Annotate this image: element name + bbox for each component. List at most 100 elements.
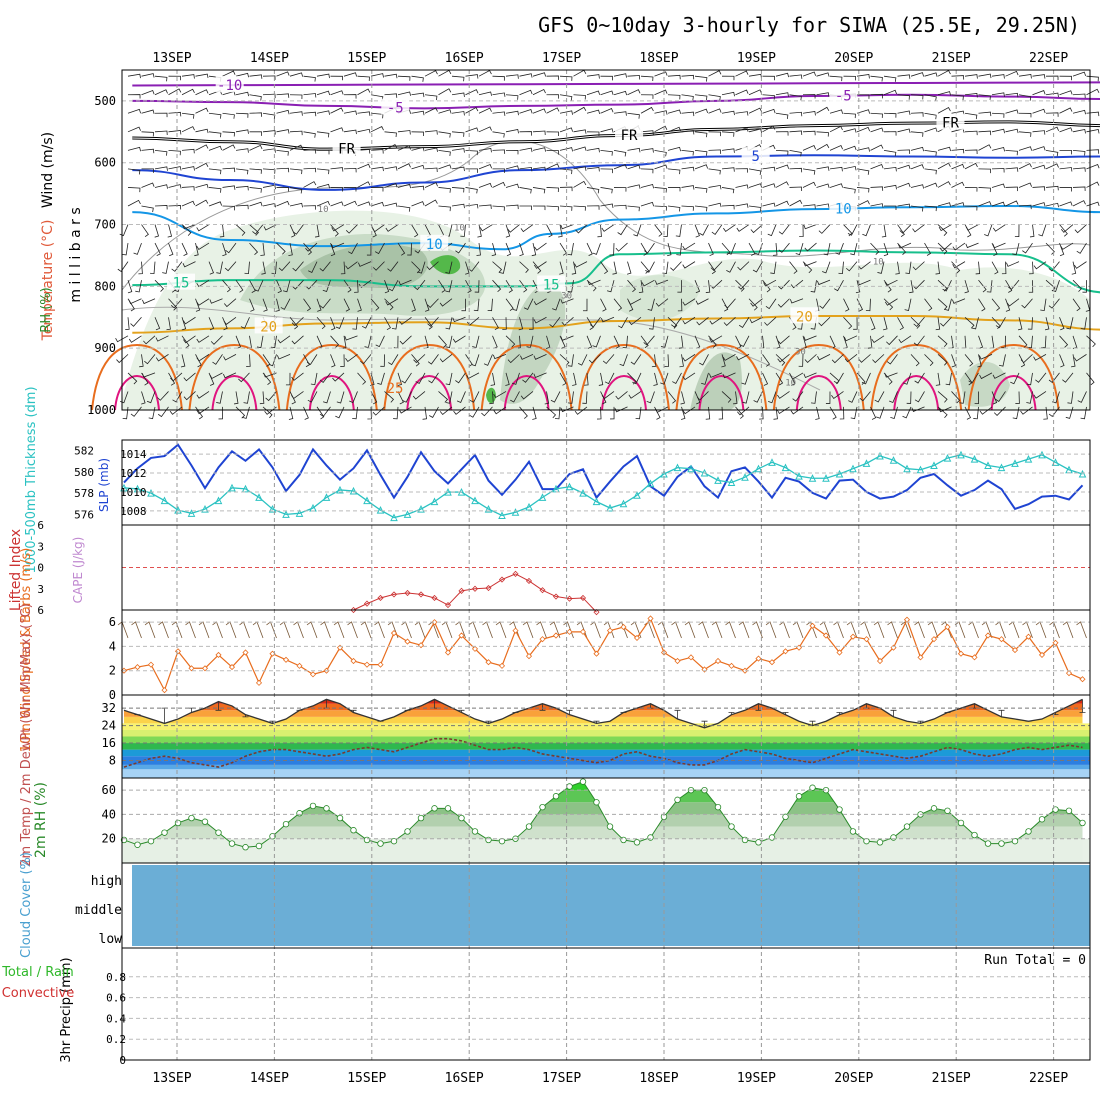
wind-barb [861, 372, 871, 385]
rh-point [458, 814, 465, 822]
wind-barb [357, 75, 370, 81]
surface-wind-barb [779, 621, 790, 639]
wind-barb [384, 73, 398, 79]
wind-barb [897, 224, 905, 238]
thickness-point [727, 478, 736, 486]
wind-barb [586, 147, 600, 153]
lifted-index-point [579, 594, 587, 602]
wind-barb [586, 131, 600, 136]
wind-barb [154, 205, 168, 210]
wind-barb [790, 372, 804, 380]
temp-minmax-marker [917, 720, 924, 724]
wind-barb [643, 335, 655, 346]
wind-barb [340, 261, 346, 275]
wind-barb [645, 261, 655, 273]
wind-barb [924, 127, 938, 133]
li-tick-label: 6 [37, 519, 44, 532]
wind-barb [897, 110, 911, 115]
wind-barb [924, 112, 937, 120]
rh-point [620, 836, 627, 844]
wind-speed-point [768, 659, 776, 666]
wind-barb [288, 243, 293, 257]
wind-barb [978, 111, 992, 117]
wind-barb [262, 202, 276, 208]
wind-barb [492, 317, 499, 331]
wind-barb [180, 354, 186, 368]
rh-point [768, 834, 776, 841]
wind-barb [349, 391, 358, 404]
wind-barb [424, 298, 430, 312]
wind-barb [789, 167, 803, 173]
wind-barb [978, 94, 991, 100]
wind-barb [222, 279, 231, 293]
wind-barb [168, 149, 181, 156]
isotherm-label-bg [254, 317, 283, 334]
wind-barb [438, 69, 452, 77]
wind-barb [169, 406, 183, 415]
wind-barb [224, 261, 237, 272]
wind-barb [660, 372, 669, 385]
isotherm-30 [211, 374, 258, 411]
wind-barb [262, 75, 276, 80]
wind-barb [937, 354, 948, 366]
wind-barb [573, 106, 587, 114]
wind-speed-point [377, 661, 384, 668]
wind-barb [490, 372, 496, 386]
wind-barb [289, 72, 304, 77]
wind-barb [601, 224, 615, 232]
rh-point [633, 839, 641, 846]
wind-barb [735, 70, 749, 77]
wind-barb [398, 279, 412, 286]
rh-point [201, 818, 209, 825]
axis-label: 10m Wind Speed & Barbs (m/s) [19, 548, 34, 753]
wind-barb [913, 317, 925, 328]
wind-barb [742, 391, 750, 404]
wind-barb [991, 92, 1005, 97]
wind-barb [627, 164, 641, 170]
wind-barb [130, 317, 142, 327]
thickness-point [255, 493, 263, 501]
wind-barb [289, 94, 303, 100]
wind-barb [357, 181, 371, 188]
wind-barb [762, 166, 776, 172]
temp-band [122, 729, 1090, 737]
wind-barb [411, 185, 425, 191]
wind-barb [630, 354, 642, 365]
wind-barb [370, 94, 384, 101]
wind-barb [493, 391, 507, 399]
wind-barb [910, 131, 924, 137]
wind-barb [531, 243, 537, 257]
wind-barb [397, 205, 411, 212]
wind-barb [1012, 242, 1020, 256]
wind-barb [870, 203, 884, 208]
wind-barb [1029, 261, 1034, 275]
li-tick-label: 3 [37, 540, 44, 553]
isotherm-25 [285, 343, 378, 411]
wind-barb [316, 110, 330, 115]
wind-barb [627, 147, 641, 153]
wind-barb [721, 391, 732, 403]
wind-barb [748, 128, 762, 133]
wind-barb [889, 391, 898, 404]
wind-barb [249, 144, 263, 151]
surface-wind-barb [590, 621, 601, 639]
wind-barb [360, 354, 372, 365]
wind-barb [465, 127, 479, 133]
wind-barb [883, 75, 897, 82]
wind-barb [370, 166, 384, 172]
wind-speed-point [255, 679, 263, 686]
date-label-bottom: 17SEP [542, 1071, 581, 1086]
wind-barb [708, 131, 721, 137]
wind-barb [752, 261, 763, 273]
wind-barb [117, 261, 129, 272]
wind-barb [168, 75, 181, 81]
wind-speed-point [984, 632, 992, 639]
wind-barb [492, 168, 505, 173]
wind-barb [802, 145, 816, 151]
wind-barb [883, 112, 897, 118]
thickness-point [970, 455, 979, 463]
rh-point [998, 840, 1005, 847]
wind-barb [181, 166, 195, 171]
wind-barb [262, 93, 276, 99]
wind-barb [438, 131, 451, 138]
